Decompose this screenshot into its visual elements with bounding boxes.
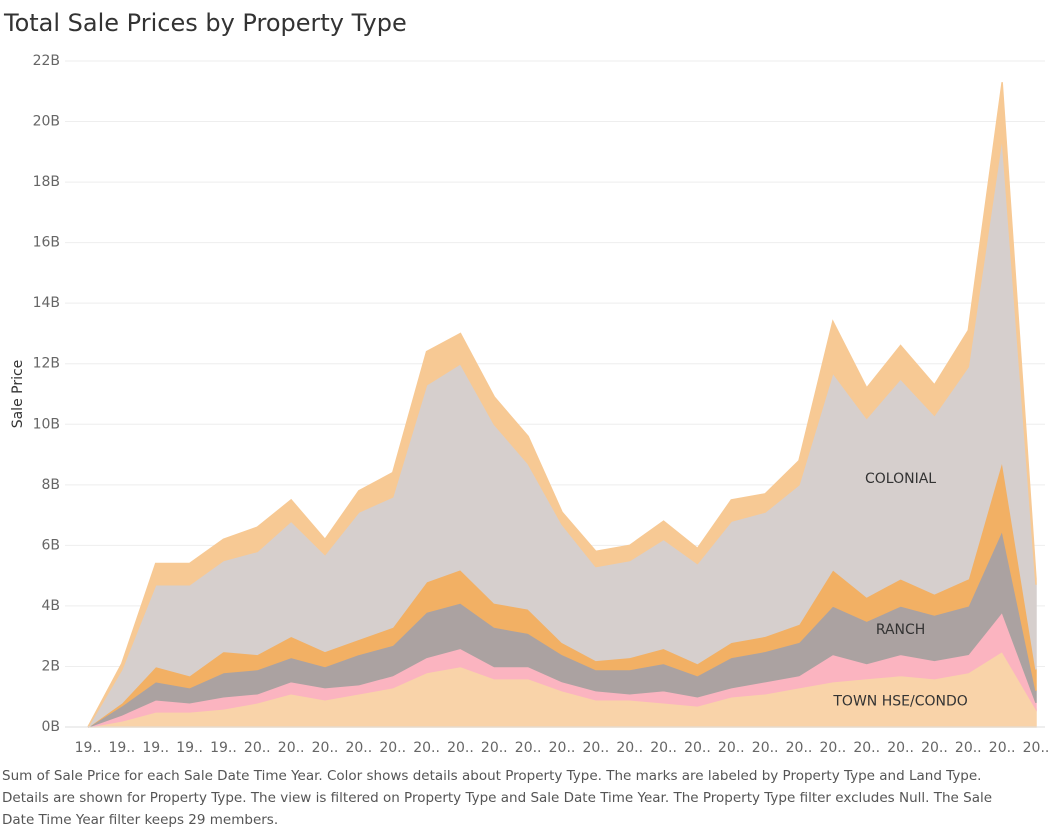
area-label: TOWN HSE/CONDO bbox=[832, 693, 967, 709]
y-tick-label: 8B bbox=[41, 477, 60, 493]
x-tick-label: 20.. bbox=[819, 740, 846, 756]
area bbox=[87, 82, 1037, 728]
y-tick-label: 22B bbox=[33, 53, 60, 69]
x-tick-label: 20.. bbox=[752, 740, 779, 756]
x-tick-label: 19.. bbox=[210, 740, 237, 756]
caption: Date Time Year filter keeps 29 members. bbox=[2, 812, 279, 828]
y-tick-label: 20B bbox=[33, 114, 60, 130]
x-tick-label: 19.. bbox=[176, 740, 203, 756]
x-tick-label: 20.. bbox=[481, 740, 508, 756]
x-tick-label: 20.. bbox=[1023, 740, 1050, 756]
x-tick-label: 20.. bbox=[447, 740, 474, 756]
y-tick-label: 16B bbox=[33, 235, 60, 251]
chart: Total Sale Prices by Property Type Sale … bbox=[3, 9, 1050, 756]
x-tick-label: 19.. bbox=[142, 740, 169, 756]
area-label: RANCH bbox=[876, 622, 926, 638]
x-tick-label: 20.. bbox=[718, 740, 745, 756]
x-tick-label: 20.. bbox=[345, 740, 372, 756]
caption: Details are shown for Property Type. The… bbox=[2, 790, 993, 806]
y-tick-label: 6B bbox=[41, 537, 60, 553]
x-tick-label: 20.. bbox=[312, 740, 339, 756]
x-tick-label: 20.. bbox=[515, 740, 542, 756]
x-tick-label: 20.. bbox=[853, 740, 880, 756]
x-tick-label: 20.. bbox=[921, 740, 948, 756]
area-label: COLONIAL bbox=[865, 471, 936, 487]
caption: Sum of Sale Price for each Sale Date Tim… bbox=[2, 768, 982, 784]
x-tick-label: 20.. bbox=[582, 740, 609, 756]
x-tick-label: 20.. bbox=[616, 740, 643, 756]
y-tick-label: 2B bbox=[41, 658, 60, 674]
y-axis-label: Sale Price bbox=[10, 360, 26, 429]
x-tick-label: 20.. bbox=[887, 740, 914, 756]
x-tick-label: 20.. bbox=[244, 740, 271, 756]
y-tick-label: 12B bbox=[33, 356, 60, 372]
x-tick-label: 20.. bbox=[989, 740, 1016, 756]
y-tick-label: 0B bbox=[41, 719, 60, 735]
y-tick-label: 14B bbox=[33, 295, 60, 311]
x-tick-label: 20.. bbox=[786, 740, 813, 756]
x-tick-label: 19.. bbox=[108, 740, 135, 756]
y-tick-label: 10B bbox=[33, 416, 60, 432]
x-tick-label: 19.. bbox=[75, 740, 102, 756]
x-tick-label: 20.. bbox=[278, 740, 305, 756]
x-tick-label: 20.. bbox=[413, 740, 440, 756]
chart-title: Total Sale Prices by Property Type bbox=[3, 9, 407, 37]
x-tick-label: 20.. bbox=[650, 740, 677, 756]
x-tick-label: 20.. bbox=[955, 740, 982, 756]
y-tick-label: 18B bbox=[33, 174, 60, 190]
x-tick-label: 20.. bbox=[549, 740, 576, 756]
x-tick-label: 20.. bbox=[379, 740, 406, 756]
y-tick-label: 4B bbox=[41, 598, 60, 614]
x-tick-label: 20.. bbox=[684, 740, 711, 756]
